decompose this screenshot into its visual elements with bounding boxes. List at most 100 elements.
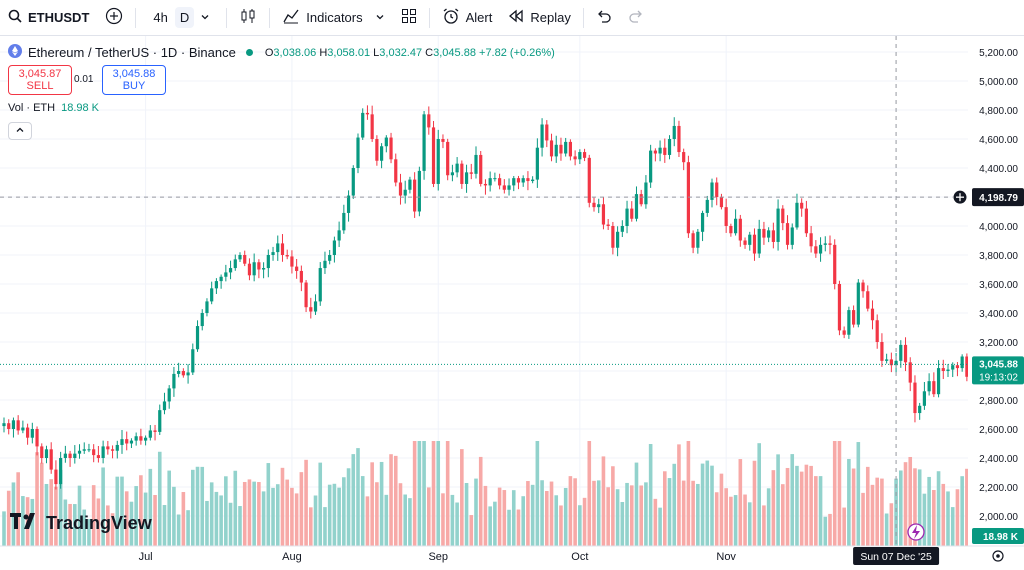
y-tick-label: 2,000.00 xyxy=(979,512,1018,523)
volume-bar xyxy=(568,476,573,546)
volume-bar xyxy=(582,497,587,546)
candle-body xyxy=(531,179,535,182)
volume-bar xyxy=(941,483,946,546)
candle-body xyxy=(922,391,926,406)
volume-bar xyxy=(167,470,171,546)
volume-bar xyxy=(120,476,124,546)
candle-body xyxy=(762,228,766,238)
alert-label: Alert xyxy=(465,10,493,25)
volume-bar xyxy=(899,470,903,546)
add-alert-icon[interactable] xyxy=(952,189,968,205)
chevron-down-icon[interactable] xyxy=(196,10,214,25)
add-icon xyxy=(105,7,123,28)
chart-legend: Ethereum / TetherUS · 1D · Binance O3,03… xyxy=(8,44,555,61)
replay-button[interactable]: Replay xyxy=(500,0,578,35)
price-scale[interactable]: 5,200.00 5,000.00 4,800.00 4,600.00 4,400.00… xyxy=(952,36,1024,546)
volume-bar xyxy=(280,467,285,546)
layouts-button[interactable] xyxy=(393,0,425,35)
volume-bar xyxy=(738,459,743,546)
candle-body xyxy=(894,360,898,366)
x-tick-label: Sep xyxy=(428,551,448,563)
volume-bar xyxy=(795,465,799,546)
redo-button[interactable] xyxy=(620,0,652,35)
candle-body xyxy=(795,202,799,228)
candle-body xyxy=(587,157,591,203)
candle-body xyxy=(228,268,233,273)
candle-body xyxy=(700,212,705,232)
symbol-search[interactable]: ETHUSDT xyxy=(0,0,97,35)
volume-legend: Vol · ETH 18.98 K xyxy=(8,102,99,114)
chevron-down-icon xyxy=(375,10,385,25)
indicators-button[interactable]: Indicators xyxy=(274,0,392,35)
candle-body xyxy=(899,344,903,361)
volume-bar xyxy=(261,491,266,546)
tradingview-logo[interactable]: TradingView xyxy=(10,513,152,534)
candle-body xyxy=(833,244,837,284)
buy-button[interactable]: 3,045.88 BUY xyxy=(102,65,166,95)
candle-body xyxy=(880,342,884,361)
chart-type-button[interactable] xyxy=(231,0,265,35)
candle-body xyxy=(634,194,639,219)
candle-body xyxy=(450,172,454,176)
undo-button[interactable] xyxy=(588,0,620,35)
candle-body xyxy=(946,369,950,371)
volume-bar xyxy=(799,471,804,546)
volume-bar xyxy=(771,470,776,546)
candle-body xyxy=(724,207,728,226)
volume-bar xyxy=(54,486,58,546)
volume-bar xyxy=(455,502,459,546)
lightning-icon[interactable] xyxy=(907,523,925,541)
candle-body xyxy=(49,449,53,470)
candle-body xyxy=(776,208,780,242)
volume-value-text: 18.98 K xyxy=(983,532,1019,543)
collapse-legend-button[interactable] xyxy=(8,122,32,140)
volume-bar xyxy=(592,480,596,546)
volume-bar xyxy=(412,441,417,546)
candle-body xyxy=(441,139,445,142)
candle-body xyxy=(889,359,893,366)
volume-bar xyxy=(691,480,695,546)
price-chart[interactable]: 5,200.00 5,000.00 4,800.00 4,600.00 4,400.00… xyxy=(0,36,1024,570)
symbol-description[interactable]: Ethereum / TetherUS · 1D · Binance xyxy=(28,45,236,60)
volume-bar xyxy=(629,485,634,546)
volume-bar xyxy=(35,452,39,546)
y-tick-label: 3,800.00 xyxy=(979,251,1018,262)
volume-bar xyxy=(294,493,299,546)
volume-bar xyxy=(351,454,356,546)
candle-body xyxy=(44,449,49,458)
volume-bar xyxy=(516,509,521,546)
volume-bar xyxy=(73,504,77,546)
volume-bar xyxy=(884,513,889,546)
volume-bar xyxy=(502,490,507,546)
candles-icon xyxy=(239,7,257,28)
y-tick-label: 3,400.00 xyxy=(979,309,1018,320)
volume-bar xyxy=(672,463,677,546)
gear-icon[interactable] xyxy=(992,550,1004,562)
candle-body xyxy=(68,453,72,458)
candle-body xyxy=(92,449,96,456)
volume-bar xyxy=(856,442,861,546)
buy-label: BUY xyxy=(122,80,146,92)
volume-bar xyxy=(233,470,238,546)
volume-bar xyxy=(91,485,96,546)
candle-body xyxy=(734,218,738,234)
volume-bar xyxy=(101,467,105,546)
volume-bar xyxy=(417,441,422,546)
candle-body xyxy=(436,139,440,184)
volume-bar xyxy=(139,475,143,546)
interval-d-button[interactable]: D xyxy=(174,7,195,28)
candle-body xyxy=(540,124,544,148)
candle-body xyxy=(11,420,16,429)
volume-bar xyxy=(134,486,138,546)
candle-body xyxy=(526,178,530,182)
ohlc-values: O3,038.06 H3,058.01 L3,032.47 C3,045.88 … xyxy=(264,46,555,59)
candle-body xyxy=(719,197,724,208)
sell-button[interactable]: 3,045.87 SELL xyxy=(8,65,72,95)
volume-bar xyxy=(478,456,483,546)
compare-button[interactable] xyxy=(97,0,131,35)
time-scale[interactable]: Jul Aug Sep Oct Nov Sun 07 Dec '25 xyxy=(0,545,1024,565)
interval-4h-button[interactable]: 4h xyxy=(153,10,168,25)
alert-button[interactable]: Alert xyxy=(434,0,501,35)
candle-body xyxy=(677,125,681,153)
candle-body xyxy=(554,144,558,157)
